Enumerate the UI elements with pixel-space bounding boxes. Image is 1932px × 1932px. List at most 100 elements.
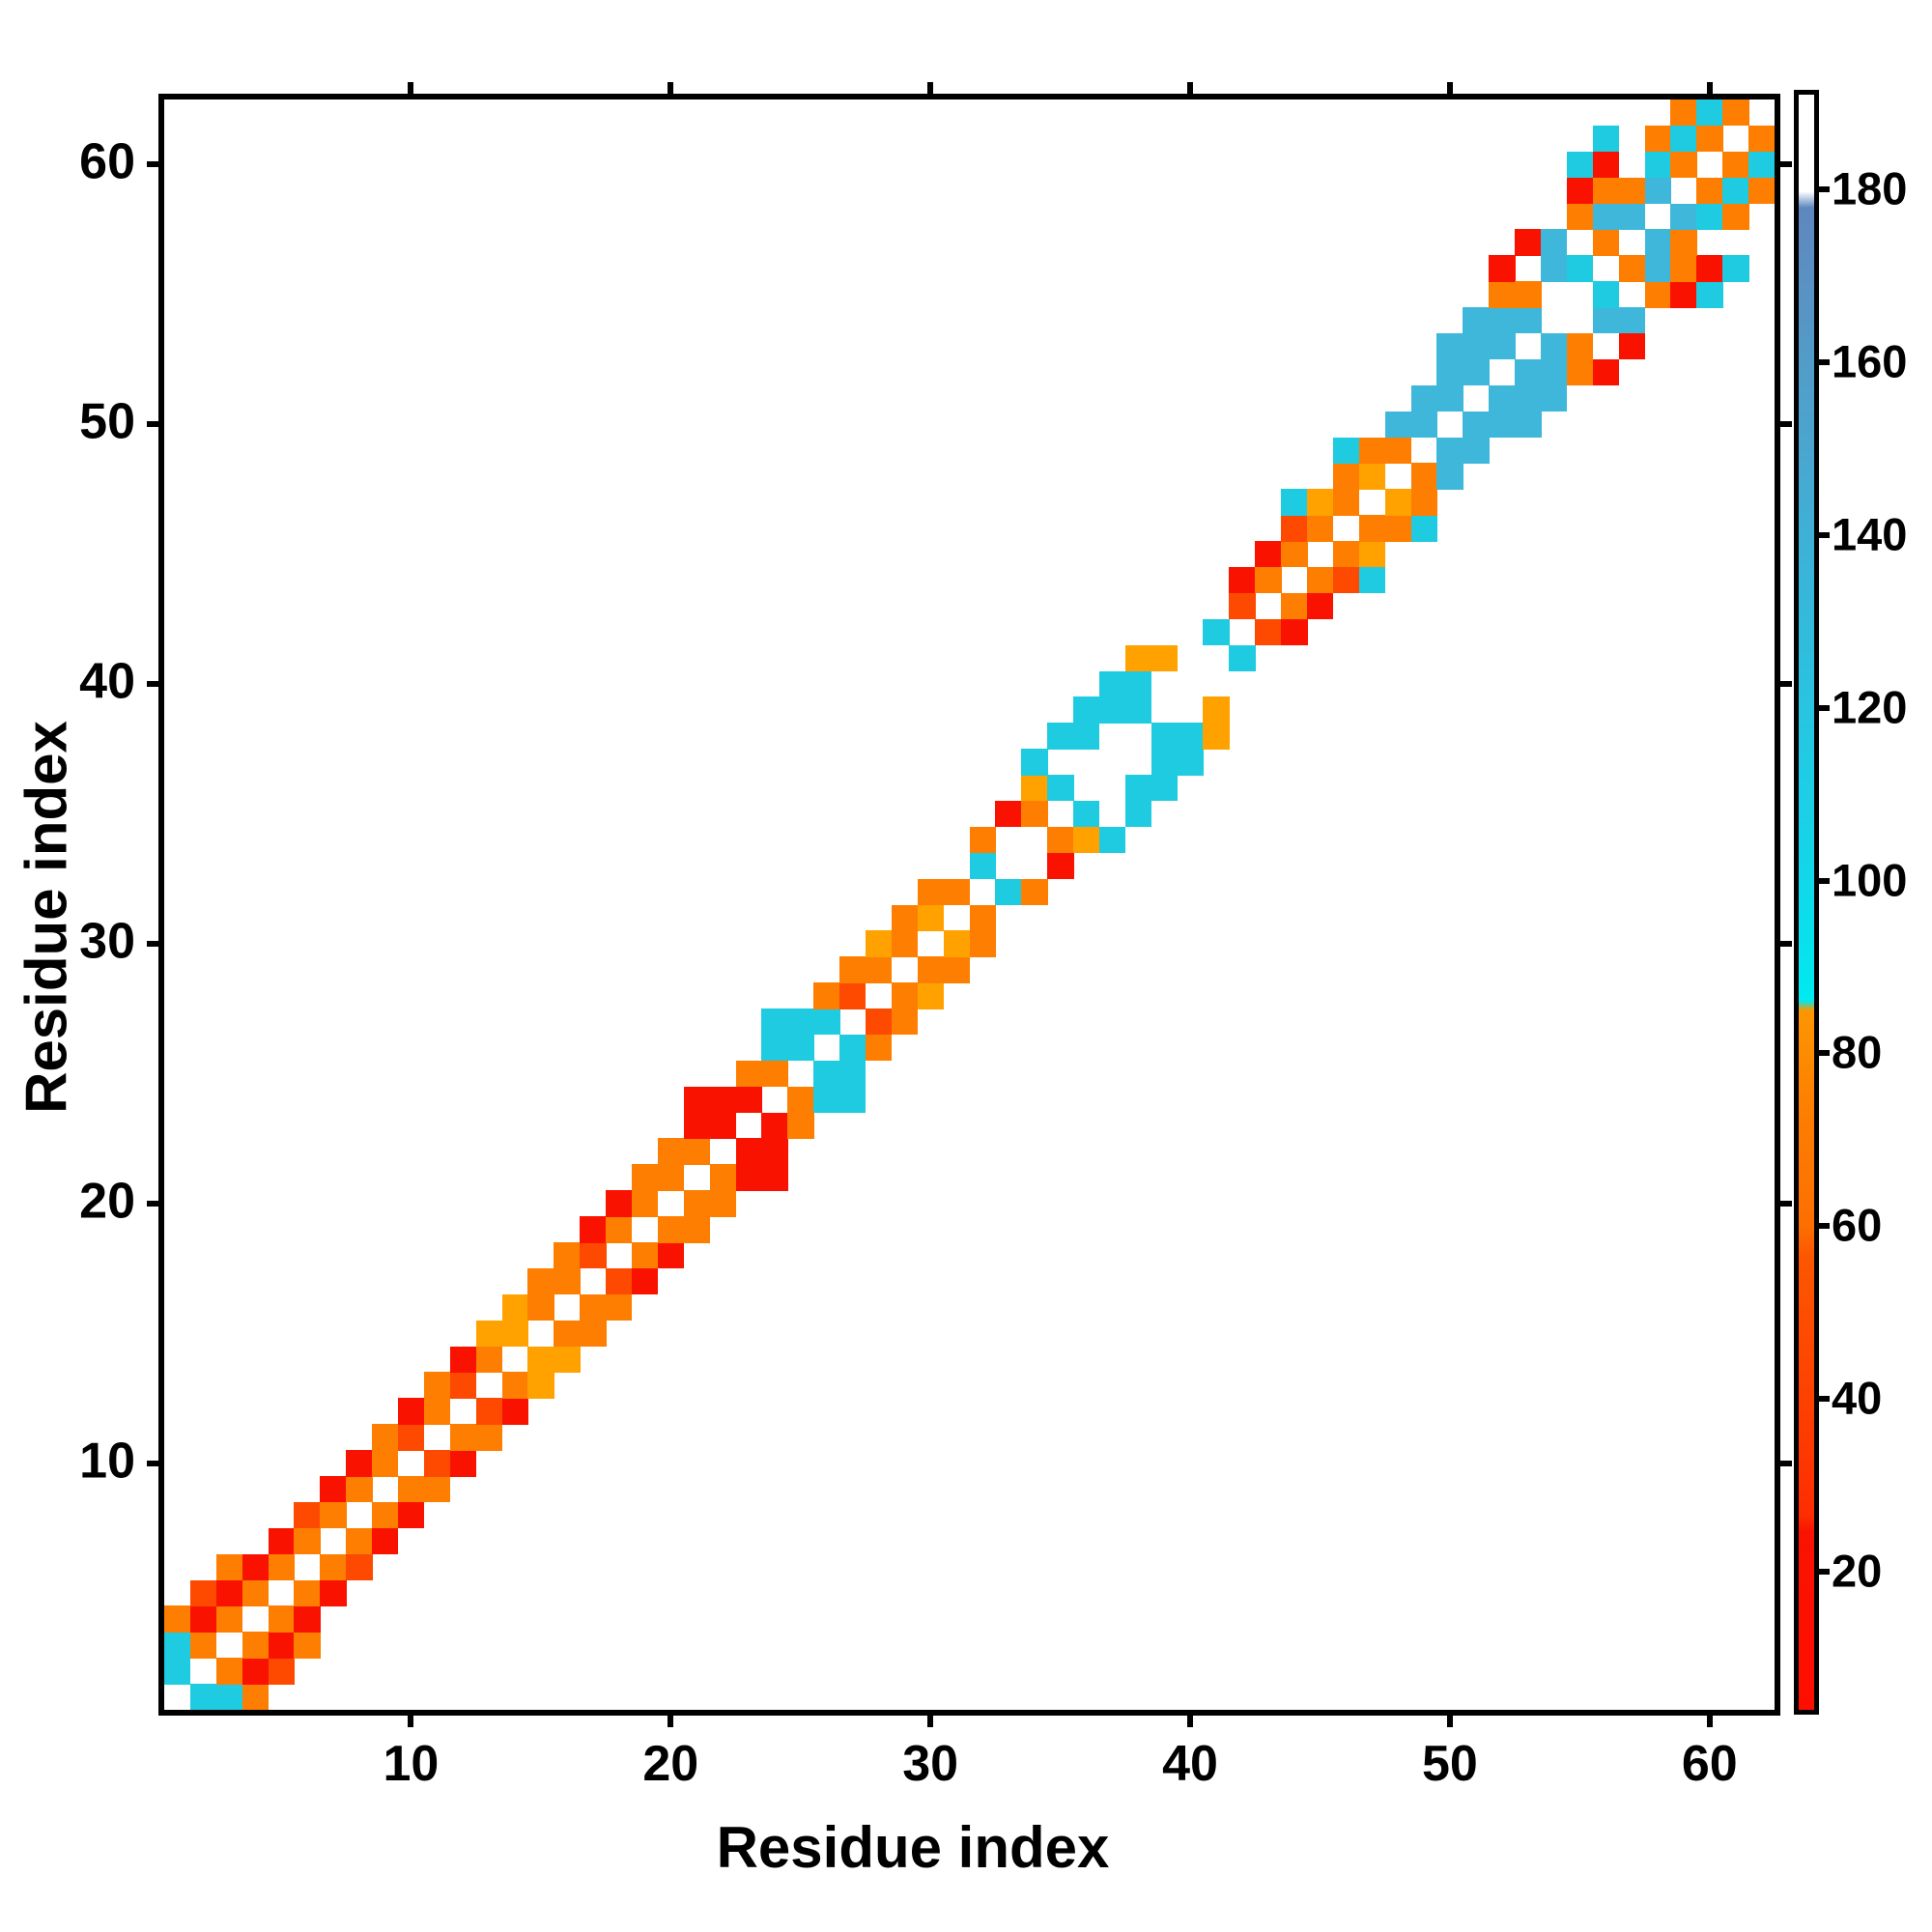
heatmap-cell — [1489, 411, 1516, 439]
heatmap-cell — [1541, 332, 1568, 360]
heatmap-cell — [501, 1320, 528, 1348]
heatmap-cell — [1073, 723, 1100, 750]
heatmap-cell — [527, 1293, 554, 1321]
heatmap-cell — [268, 1605, 295, 1633]
heatmap-cell — [709, 1112, 736, 1139]
heatmap-cell — [268, 1658, 295, 1685]
x-axis-label: Residue index — [716, 1815, 1110, 1880]
heatmap-cell — [164, 1632, 191, 1659]
heatmap-cell — [242, 1632, 270, 1659]
heatmap-cell — [1410, 515, 1437, 542]
heatmap-cell — [891, 930, 919, 957]
heatmap-cell — [346, 1553, 373, 1581]
heatmap-cell — [943, 930, 970, 957]
x-tick-label: 40 — [1162, 1736, 1218, 1792]
heatmap-cell — [735, 1086, 762, 1114]
heatmap-cell — [1670, 281, 1697, 308]
heatmap-cell — [839, 982, 867, 1009]
heatmap-cell — [1541, 358, 1568, 386]
y-tick-label: 20 — [79, 1173, 135, 1230]
heatmap-cell — [657, 1164, 685, 1191]
heatmap-cell — [631, 1242, 659, 1269]
heatmap-cell — [527, 1372, 554, 1399]
heatmap-cell — [1696, 255, 1723, 282]
heatmap-cell — [1644, 229, 1671, 256]
heatmap-cell — [1592, 151, 1620, 179]
heatmap-cell — [735, 1138, 762, 1165]
heatmap-cell — [1670, 203, 1697, 230]
axis-tick — [1814, 359, 1830, 366]
heatmap-cell — [1124, 670, 1152, 697]
heatmap-cell — [1358, 566, 1386, 594]
heatmap-cell — [423, 1476, 451, 1503]
heatmap-cell — [1229, 566, 1256, 594]
axis-tick — [408, 82, 414, 99]
heatmap-cell — [865, 1034, 893, 1062]
y-tick-label: 60 — [79, 133, 135, 190]
heatmap-cell — [606, 1267, 633, 1295]
heatmap-cell — [1255, 566, 1282, 594]
heatmap-cell — [320, 1579, 347, 1606]
heatmap-cell — [891, 982, 919, 1009]
heatmap-cell — [527, 1267, 554, 1295]
heatmap-cell — [215, 1553, 243, 1581]
heatmap-cell — [657, 1138, 685, 1165]
heatmap-cell — [1021, 749, 1048, 776]
heatmap-cell — [475, 1346, 503, 1373]
heatmap-cell — [1515, 384, 1542, 412]
axis-tick — [1706, 1710, 1713, 1727]
heatmap-cell — [1722, 255, 1749, 282]
heatmap-cell — [1515, 358, 1542, 386]
heatmap-cell — [1358, 515, 1386, 542]
heatmap-cell — [580, 1320, 607, 1348]
heatmap-cell — [1229, 592, 1256, 620]
colorbar — [1794, 90, 1819, 1715]
heatmap-cell — [631, 1190, 659, 1217]
heatmap-cell — [294, 1527, 321, 1555]
heatmap-cell — [1463, 437, 1490, 464]
heatmap-cell — [527, 1346, 554, 1373]
heatmap-cell — [501, 1398, 528, 1425]
heatmap-cell — [813, 1060, 840, 1088]
heatmap-cell — [1463, 358, 1490, 386]
x-tick-label: 10 — [383, 1736, 440, 1792]
heatmap-cell — [1151, 749, 1179, 776]
heatmap-cell — [215, 1605, 243, 1633]
heatmap-cell — [1307, 515, 1334, 542]
heatmap-cell — [1722, 151, 1749, 179]
axis-tick — [147, 421, 164, 428]
heatmap-cell — [1592, 229, 1620, 256]
colorbar-gradient — [1799, 95, 1814, 1710]
x-tick-label: 50 — [1421, 1736, 1478, 1792]
heatmap-cell — [606, 1190, 633, 1217]
heatmap-cell — [813, 982, 840, 1009]
heatmap-cell — [865, 956, 893, 983]
heatmap-cell — [1489, 281, 1516, 308]
heatmap-cell — [1436, 332, 1463, 360]
heatmap-cell — [1410, 463, 1437, 490]
heatmap-cell — [839, 1034, 867, 1062]
heatmap-cell — [242, 1658, 270, 1685]
heatmap-cell — [1307, 489, 1334, 516]
heatmap-cell — [294, 1579, 321, 1606]
heatmap-cell — [787, 1034, 814, 1062]
heatmap-cell — [1566, 203, 1594, 230]
axis-tick — [147, 940, 164, 947]
heatmap-cell — [501, 1372, 528, 1399]
heatmap-cell — [917, 982, 945, 1009]
heatmap-cell — [657, 1216, 685, 1243]
axis-tick — [1775, 680, 1792, 687]
heatmap-cell — [1229, 644, 1256, 671]
heatmap-cell — [1255, 618, 1282, 646]
heatmap-cell — [787, 1112, 814, 1139]
heatmap-cell — [969, 826, 996, 854]
heatmap-cell — [683, 1216, 711, 1243]
heatmap-cell — [1281, 489, 1308, 516]
axis-tick — [1446, 1710, 1453, 1727]
heatmap-cell — [917, 878, 945, 905]
heatmap-cell — [1410, 489, 1437, 516]
heatmap-cell — [397, 1501, 425, 1529]
heatmap-cell — [1592, 177, 1620, 205]
heatmap-cell — [372, 1501, 399, 1529]
heatmap-cell — [554, 1346, 581, 1373]
